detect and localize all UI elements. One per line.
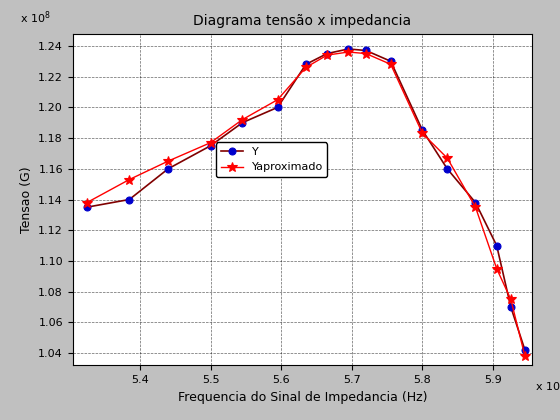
- Y-axis label: Tensao (G): Tensao (G): [20, 166, 32, 233]
- Yaproximado: [324, 52, 330, 58]
- Yaproximado: [239, 117, 246, 122]
- X-axis label: Frequencia do Sinal de Impedancia (Hz): Frequencia do Sinal de Impedancia (Hz): [178, 391, 427, 404]
- Yaproximado: [302, 65, 309, 70]
- Y: [126, 197, 133, 202]
- Text: x 10$^{12}$: x 10$^{12}$: [535, 377, 560, 394]
- Y: [165, 166, 171, 171]
- Yaproximado: [83, 200, 90, 205]
- Yaproximado: [345, 50, 352, 55]
- Y: [239, 120, 246, 125]
- Y: [472, 200, 479, 205]
- Yaproximado: [507, 297, 514, 302]
- Legend: Y, Yaproximado: Y, Yaproximado: [216, 142, 328, 177]
- Y: [493, 243, 500, 248]
- Y: [345, 47, 352, 52]
- Y: [521, 347, 528, 352]
- Y: [324, 51, 330, 56]
- Y: [507, 304, 514, 310]
- Yaproximado: [493, 266, 500, 271]
- Yaproximado: [472, 205, 479, 210]
- Y: [207, 143, 214, 148]
- Yaproximado: [363, 51, 370, 56]
- Y: [363, 48, 370, 53]
- Text: x 10$^{8}$: x 10$^{8}$: [20, 9, 51, 26]
- Y: [444, 166, 451, 171]
- Yaproximado: [274, 97, 281, 102]
- Yaproximado: [388, 62, 394, 67]
- Y: [388, 59, 394, 64]
- Line: Yaproximado: Yaproximado: [82, 47, 530, 361]
- Y: [83, 205, 90, 210]
- Yaproximado: [165, 159, 171, 164]
- Yaproximado: [126, 177, 133, 182]
- Y: [274, 105, 281, 110]
- Yaproximado: [207, 140, 214, 145]
- Y: [302, 62, 309, 67]
- Yaproximado: [521, 354, 528, 359]
- Yaproximado: [444, 155, 451, 160]
- Title: Diagrama tensão x impedancia: Diagrama tensão x impedancia: [193, 14, 412, 28]
- Line: Y: Y: [83, 45, 529, 354]
- Y: [419, 128, 426, 133]
- Yaproximado: [419, 131, 426, 136]
